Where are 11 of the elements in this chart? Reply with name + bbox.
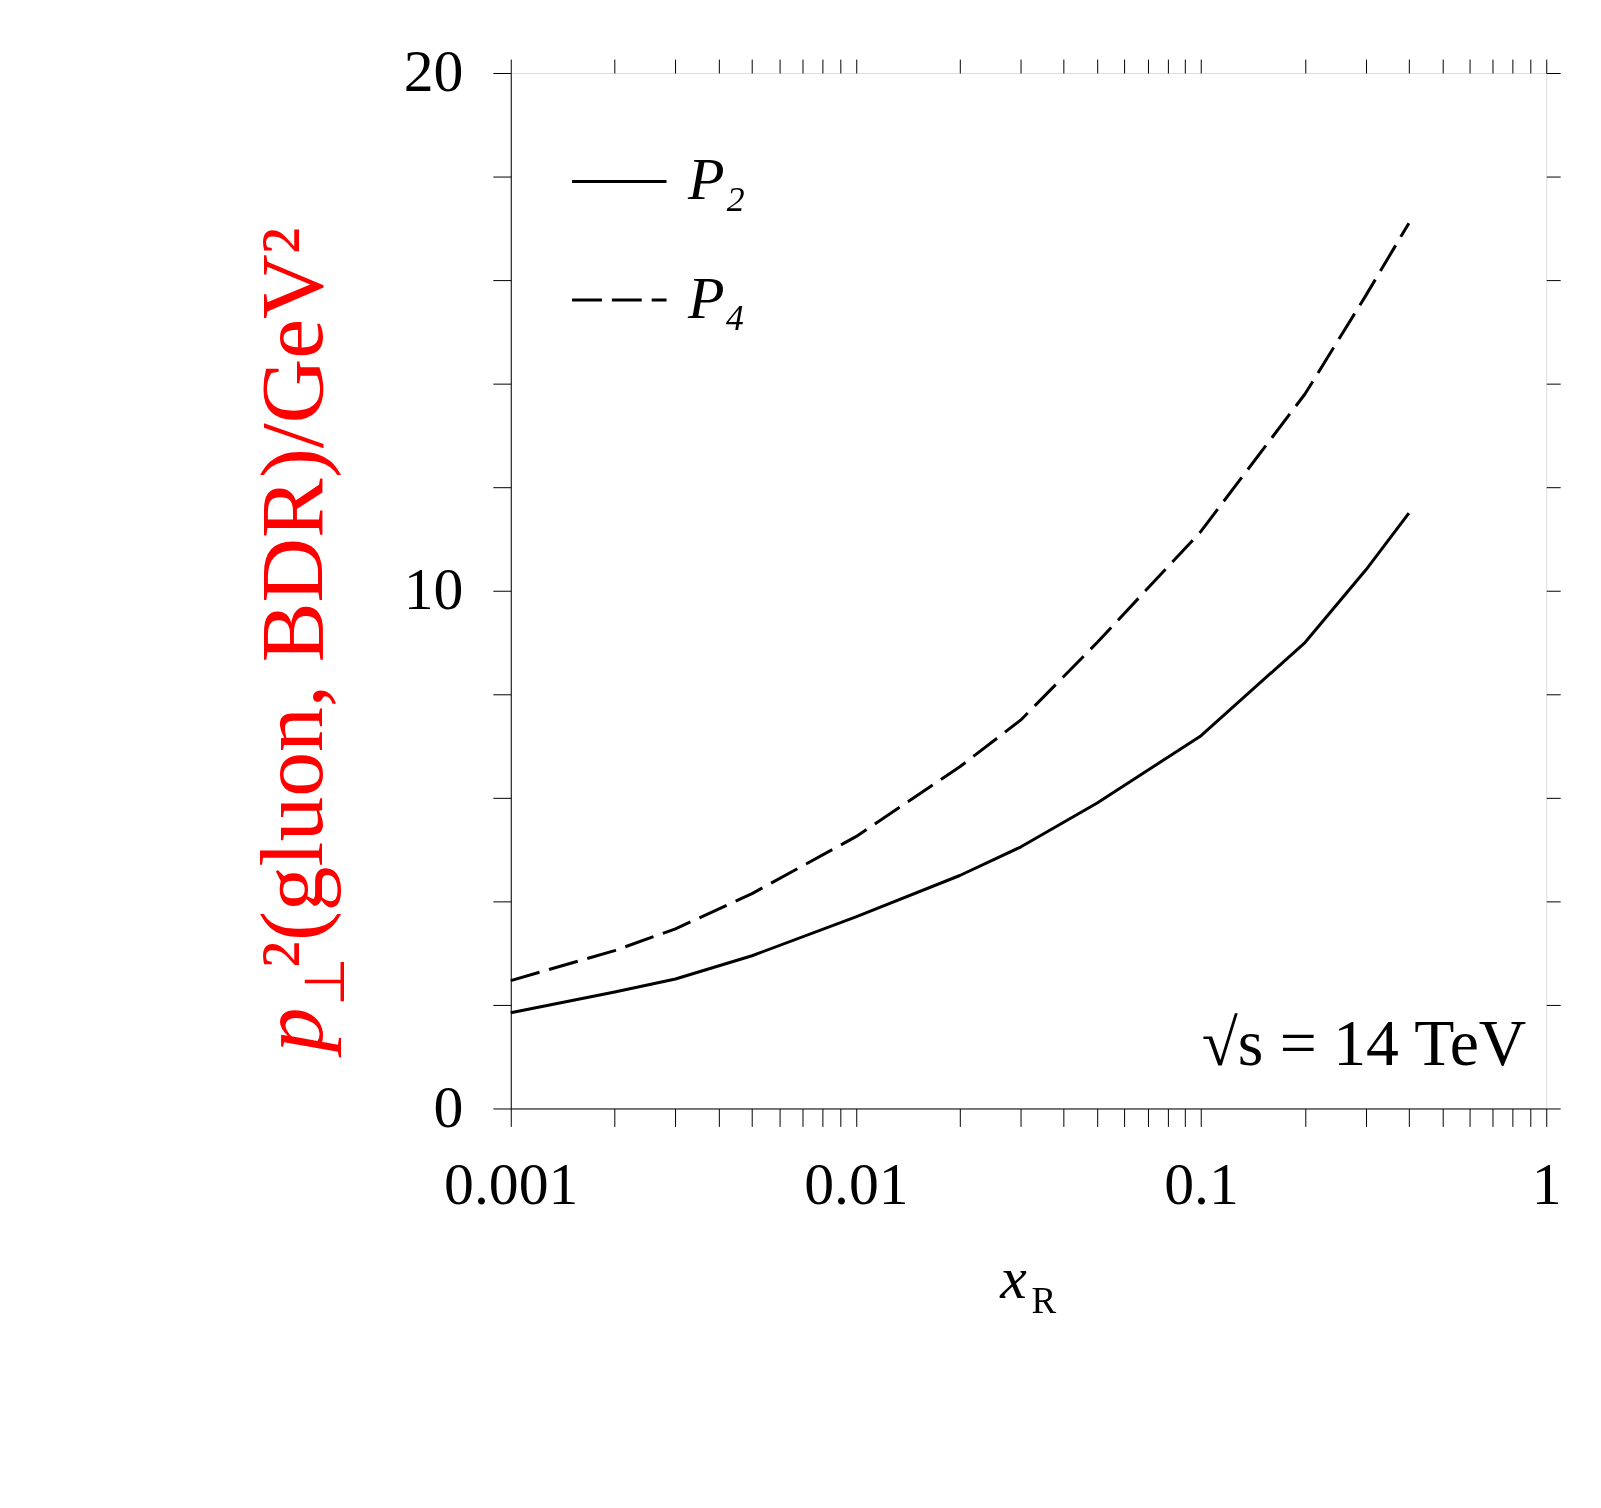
legend-label: P₄ — [686, 264, 746, 331]
x-tick-label: 0.01 — [804, 1150, 909, 1217]
y-tick-label: 20 — [403, 38, 464, 105]
y-tick-label: 10 — [403, 556, 464, 623]
annotation: √s = 14 TeV — [1201, 1005, 1527, 1079]
y-axis-title: p⊥²(gluon, BDR)/GeV² — [241, 227, 356, 1059]
y-tick-label: 0 — [433, 1073, 464, 1140]
x-tick-label: 0.1 — [1164, 1150, 1239, 1217]
x-tick-label: 1 — [1531, 1150, 1562, 1217]
x-tick-label: 0.001 — [444, 1150, 579, 1217]
legend-label: P₂ — [686, 146, 746, 213]
